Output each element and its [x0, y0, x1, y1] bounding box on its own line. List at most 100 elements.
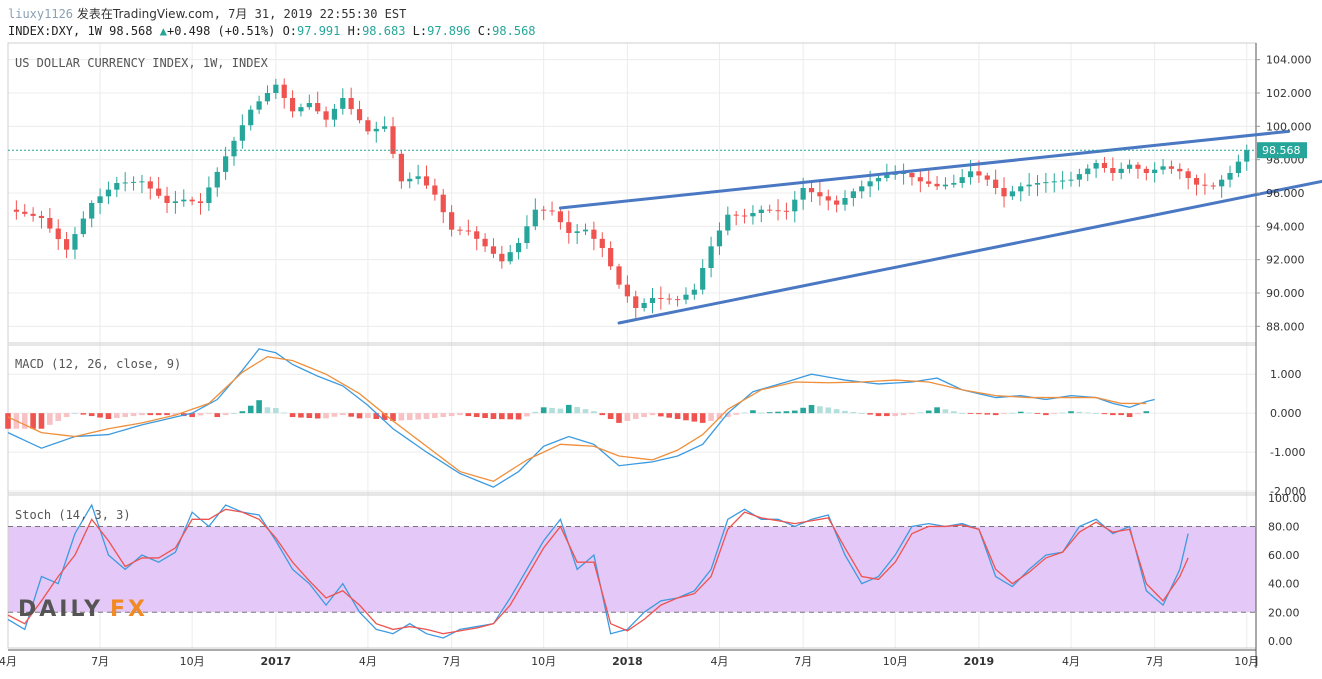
candle[interactable] — [407, 178, 413, 182]
candle[interactable] — [1193, 178, 1200, 185]
candle[interactable] — [917, 177, 923, 182]
candle[interactable] — [566, 222, 572, 233]
candle[interactable] — [147, 181, 153, 189]
candle[interactable] — [231, 140, 237, 157]
candle[interactable] — [675, 299, 681, 301]
candle[interactable] — [817, 192, 823, 197]
candle[interactable] — [1093, 163, 1099, 169]
candle[interactable] — [649, 298, 656, 303]
candle[interactable] — [499, 253, 505, 262]
candle[interactable] — [1126, 164, 1133, 169]
candle[interactable] — [1227, 173, 1233, 180]
candle[interactable] — [1210, 185, 1216, 187]
candle[interactable] — [89, 203, 95, 219]
candle[interactable] — [658, 298, 664, 299]
candle[interactable] — [892, 173, 898, 175]
candle[interactable] — [122, 182, 128, 184]
candle[interactable] — [315, 103, 321, 112]
candle[interactable] — [323, 111, 329, 120]
candle[interactable] — [97, 196, 103, 203]
candle[interactable] — [942, 184, 949, 187]
candle[interactable] — [859, 186, 865, 192]
candle[interactable] — [382, 126, 388, 129]
candle[interactable] — [248, 109, 254, 126]
signal-line[interactable] — [7, 356, 1147, 483]
candle[interactable] — [666, 298, 672, 300]
candle[interactable] — [1152, 169, 1158, 173]
candle[interactable] — [582, 229, 589, 232]
candle[interactable] — [1034, 183, 1041, 185]
stoch-d-line[interactable] — [7, 508, 1189, 635]
candle[interactable] — [976, 171, 982, 176]
candle[interactable] — [741, 215, 748, 217]
candle[interactable] — [725, 214, 731, 231]
candle[interactable] — [1085, 168, 1091, 175]
candle[interactable] — [80, 218, 86, 235]
price-panel[interactable] — [8, 78, 1322, 325]
candle[interactable] — [591, 229, 597, 239]
candle[interactable] — [331, 108, 338, 120]
candle[interactable] — [959, 177, 965, 183]
candle[interactable] — [507, 252, 513, 262]
candle[interactable] — [298, 107, 304, 112]
candle[interactable] — [951, 183, 957, 185]
candle[interactable] — [206, 187, 212, 203]
candle[interactable] — [1118, 168, 1124, 173]
candle[interactable] — [264, 93, 271, 102]
candle[interactable] — [348, 98, 354, 110]
candle[interactable] — [624, 284, 630, 297]
candle[interactable] — [1244, 150, 1250, 162]
candle[interactable] — [683, 294, 689, 300]
time-axis[interactable]: 4月 7月 10月 2017 4月 7月 10月 2018 4月 7月 10月 2019 4月 7月 10月 — [0, 655, 1259, 668]
trendline[interactable] — [617, 179, 1322, 325]
candle[interactable] — [808, 188, 815, 193]
candle[interactable] — [834, 200, 840, 205]
candle[interactable] — [574, 231, 580, 233]
candle[interactable] — [72, 234, 78, 250]
candle[interactable] — [239, 125, 245, 141]
candle[interactable] — [1101, 163, 1108, 168]
candle[interactable] — [900, 173, 907, 174]
candle[interactable] — [993, 179, 999, 188]
candle[interactable] — [1185, 171, 1191, 178]
candle[interactable] — [758, 209, 764, 213]
macd-panel[interactable] — [5, 348, 1155, 488]
candle[interactable] — [1110, 168, 1116, 173]
candle[interactable] — [156, 188, 162, 196]
candle[interactable] — [1043, 182, 1049, 184]
candle[interactable] — [189, 199, 195, 202]
candle[interactable] — [223, 156, 229, 172]
candle[interactable] — [164, 195, 170, 203]
candle[interactable] — [733, 214, 739, 216]
candle[interactable] — [691, 289, 697, 295]
candle[interactable] — [105, 189, 112, 197]
candle[interactable] — [256, 101, 262, 110]
candle[interactable] — [1026, 184, 1032, 187]
candle[interactable] — [1160, 166, 1166, 170]
candle[interactable] — [1235, 161, 1241, 173]
candle[interactable] — [63, 239, 70, 250]
candle[interactable] — [390, 126, 396, 154]
candle[interactable] — [1135, 164, 1141, 169]
candle[interactable] — [557, 211, 564, 223]
candle[interactable] — [850, 191, 856, 198]
candle[interactable] — [616, 266, 622, 285]
candle[interactable] — [197, 201, 204, 203]
candle[interactable] — [783, 210, 790, 212]
candle[interactable] — [633, 296, 639, 308]
candle[interactable] — [750, 213, 756, 217]
candle[interactable] — [842, 198, 848, 205]
candle[interactable] — [515, 243, 522, 253]
candle[interactable] — [22, 211, 28, 214]
candle[interactable] — [934, 183, 940, 187]
candle[interactable] — [549, 210, 555, 212]
candle[interactable] — [139, 181, 145, 183]
candle[interactable] — [432, 185, 438, 195]
candle[interactable] — [1051, 181, 1057, 183]
candle[interactable] — [608, 248, 614, 267]
candle[interactable] — [800, 188, 806, 200]
candle[interactable] — [1060, 180, 1066, 182]
candle[interactable] — [1018, 186, 1024, 192]
candle[interactable] — [775, 210, 781, 212]
